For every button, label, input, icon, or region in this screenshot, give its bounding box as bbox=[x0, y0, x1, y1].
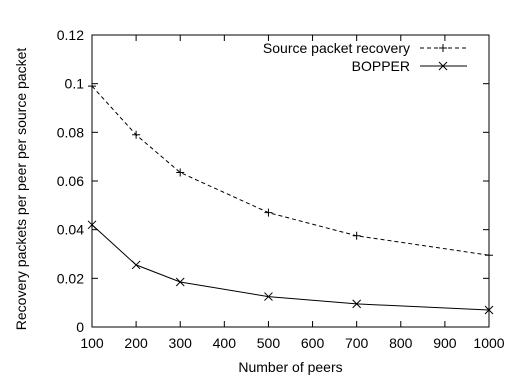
y-tick-label: 0.08 bbox=[57, 124, 84, 140]
x-tick-label: 200 bbox=[124, 335, 148, 351]
y-tick-label: 0.06 bbox=[57, 173, 84, 189]
x-tick-label: 900 bbox=[433, 335, 457, 351]
legend-marker-shape bbox=[439, 44, 447, 52]
y-axis-label: Recovery packets per peer per source pac… bbox=[13, 48, 29, 331]
series-line-source-packet-recovery bbox=[91, 85, 490, 256]
plot-frame bbox=[91, 34, 490, 328]
data-point-bopper bbox=[175, 277, 185, 287]
x-axis-label: Number of peers bbox=[238, 359, 342, 375]
x-tick-label: 1000 bbox=[473, 335, 504, 351]
x-tick-label: 500 bbox=[257, 335, 281, 351]
data-point-bopper bbox=[131, 260, 141, 270]
legend-label-source-packet-recovery: Source packet recovery bbox=[263, 40, 410, 56]
y-tick-label: 0 bbox=[76, 319, 84, 335]
y-tick-label: 0.1 bbox=[65, 76, 85, 92]
series-line-bopper bbox=[91, 224, 490, 311]
data-point-source-packet-recovery bbox=[132, 130, 141, 139]
series-layer bbox=[87, 82, 494, 315]
data-point-source-packet-recovery bbox=[264, 208, 273, 217]
x-tick-label: 700 bbox=[345, 335, 369, 351]
legend: Source packet recovery BOPPER bbox=[263, 40, 467, 74]
x-tick-label: 300 bbox=[169, 335, 193, 351]
legend-marker-shape bbox=[438, 61, 448, 71]
y-tick-label: 0.02 bbox=[57, 270, 84, 286]
y-tick-label: 0.04 bbox=[57, 222, 84, 238]
data-point-bopper bbox=[352, 299, 362, 309]
x-tick-label: 800 bbox=[389, 335, 413, 351]
x-tick-label: 600 bbox=[301, 335, 325, 351]
data-point-source-packet-recovery bbox=[176, 168, 185, 177]
legend-label-bopper: BOPPER bbox=[352, 58, 410, 74]
data-point-source-packet-recovery bbox=[352, 231, 361, 240]
legend-marker-cross-icon bbox=[438, 61, 448, 71]
y-tick-label: 0.12 bbox=[57, 27, 84, 43]
x-tick-label: 400 bbox=[213, 335, 237, 351]
legend-marker-plus-icon bbox=[439, 44, 447, 52]
ticks-layer: 100 200 300 400 500 600 700 800 900 1000 0 0.02 0.04… bbox=[57, 27, 505, 351]
data-point-bopper bbox=[264, 292, 273, 301]
x-tick-label: 100 bbox=[80, 335, 104, 351]
